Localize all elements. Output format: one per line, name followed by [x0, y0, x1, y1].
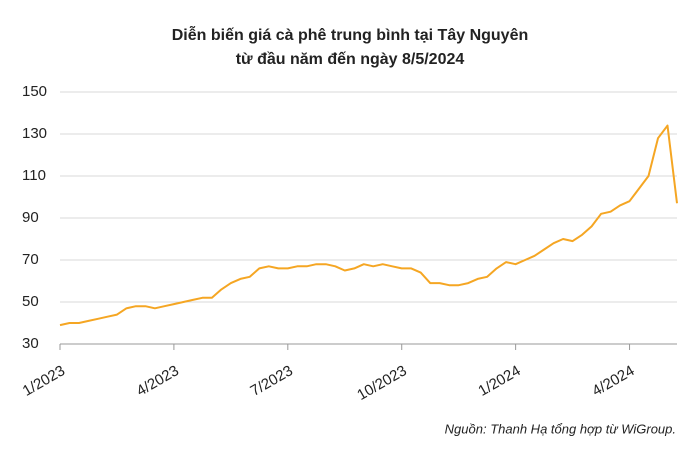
price-line	[59, 124, 678, 327]
x-tick-label: 4/2024	[589, 362, 637, 400]
y-tick-label: 110	[22, 167, 46, 184]
y-tick-label: 150	[22, 83, 47, 100]
y-tick-label: 50	[22, 293, 39, 310]
chart-title: Diễn biến giá cà phê trung bình tại Tây …	[172, 25, 528, 44]
source-note: Nguồn: Thanh Hạ tổng hợp từ WiGroup.	[445, 421, 676, 436]
x-tick-label: 7/2023	[248, 362, 296, 400]
x-tick-label: 1/2024	[475, 362, 523, 400]
chart-title: từ đầu năm đến ngày 8/5/2024	[236, 51, 465, 68]
y-tick-label: 90	[22, 209, 39, 226]
x-tick-label: 1/2023	[20, 362, 68, 400]
x-tick-label: 4/2023	[134, 362, 182, 400]
y-tick-label: 30	[22, 335, 39, 352]
x-tick-label: 10/2023	[354, 362, 409, 404]
y-tick-label: 70	[22, 251, 39, 268]
y-tick-label: 130	[22, 125, 47, 142]
